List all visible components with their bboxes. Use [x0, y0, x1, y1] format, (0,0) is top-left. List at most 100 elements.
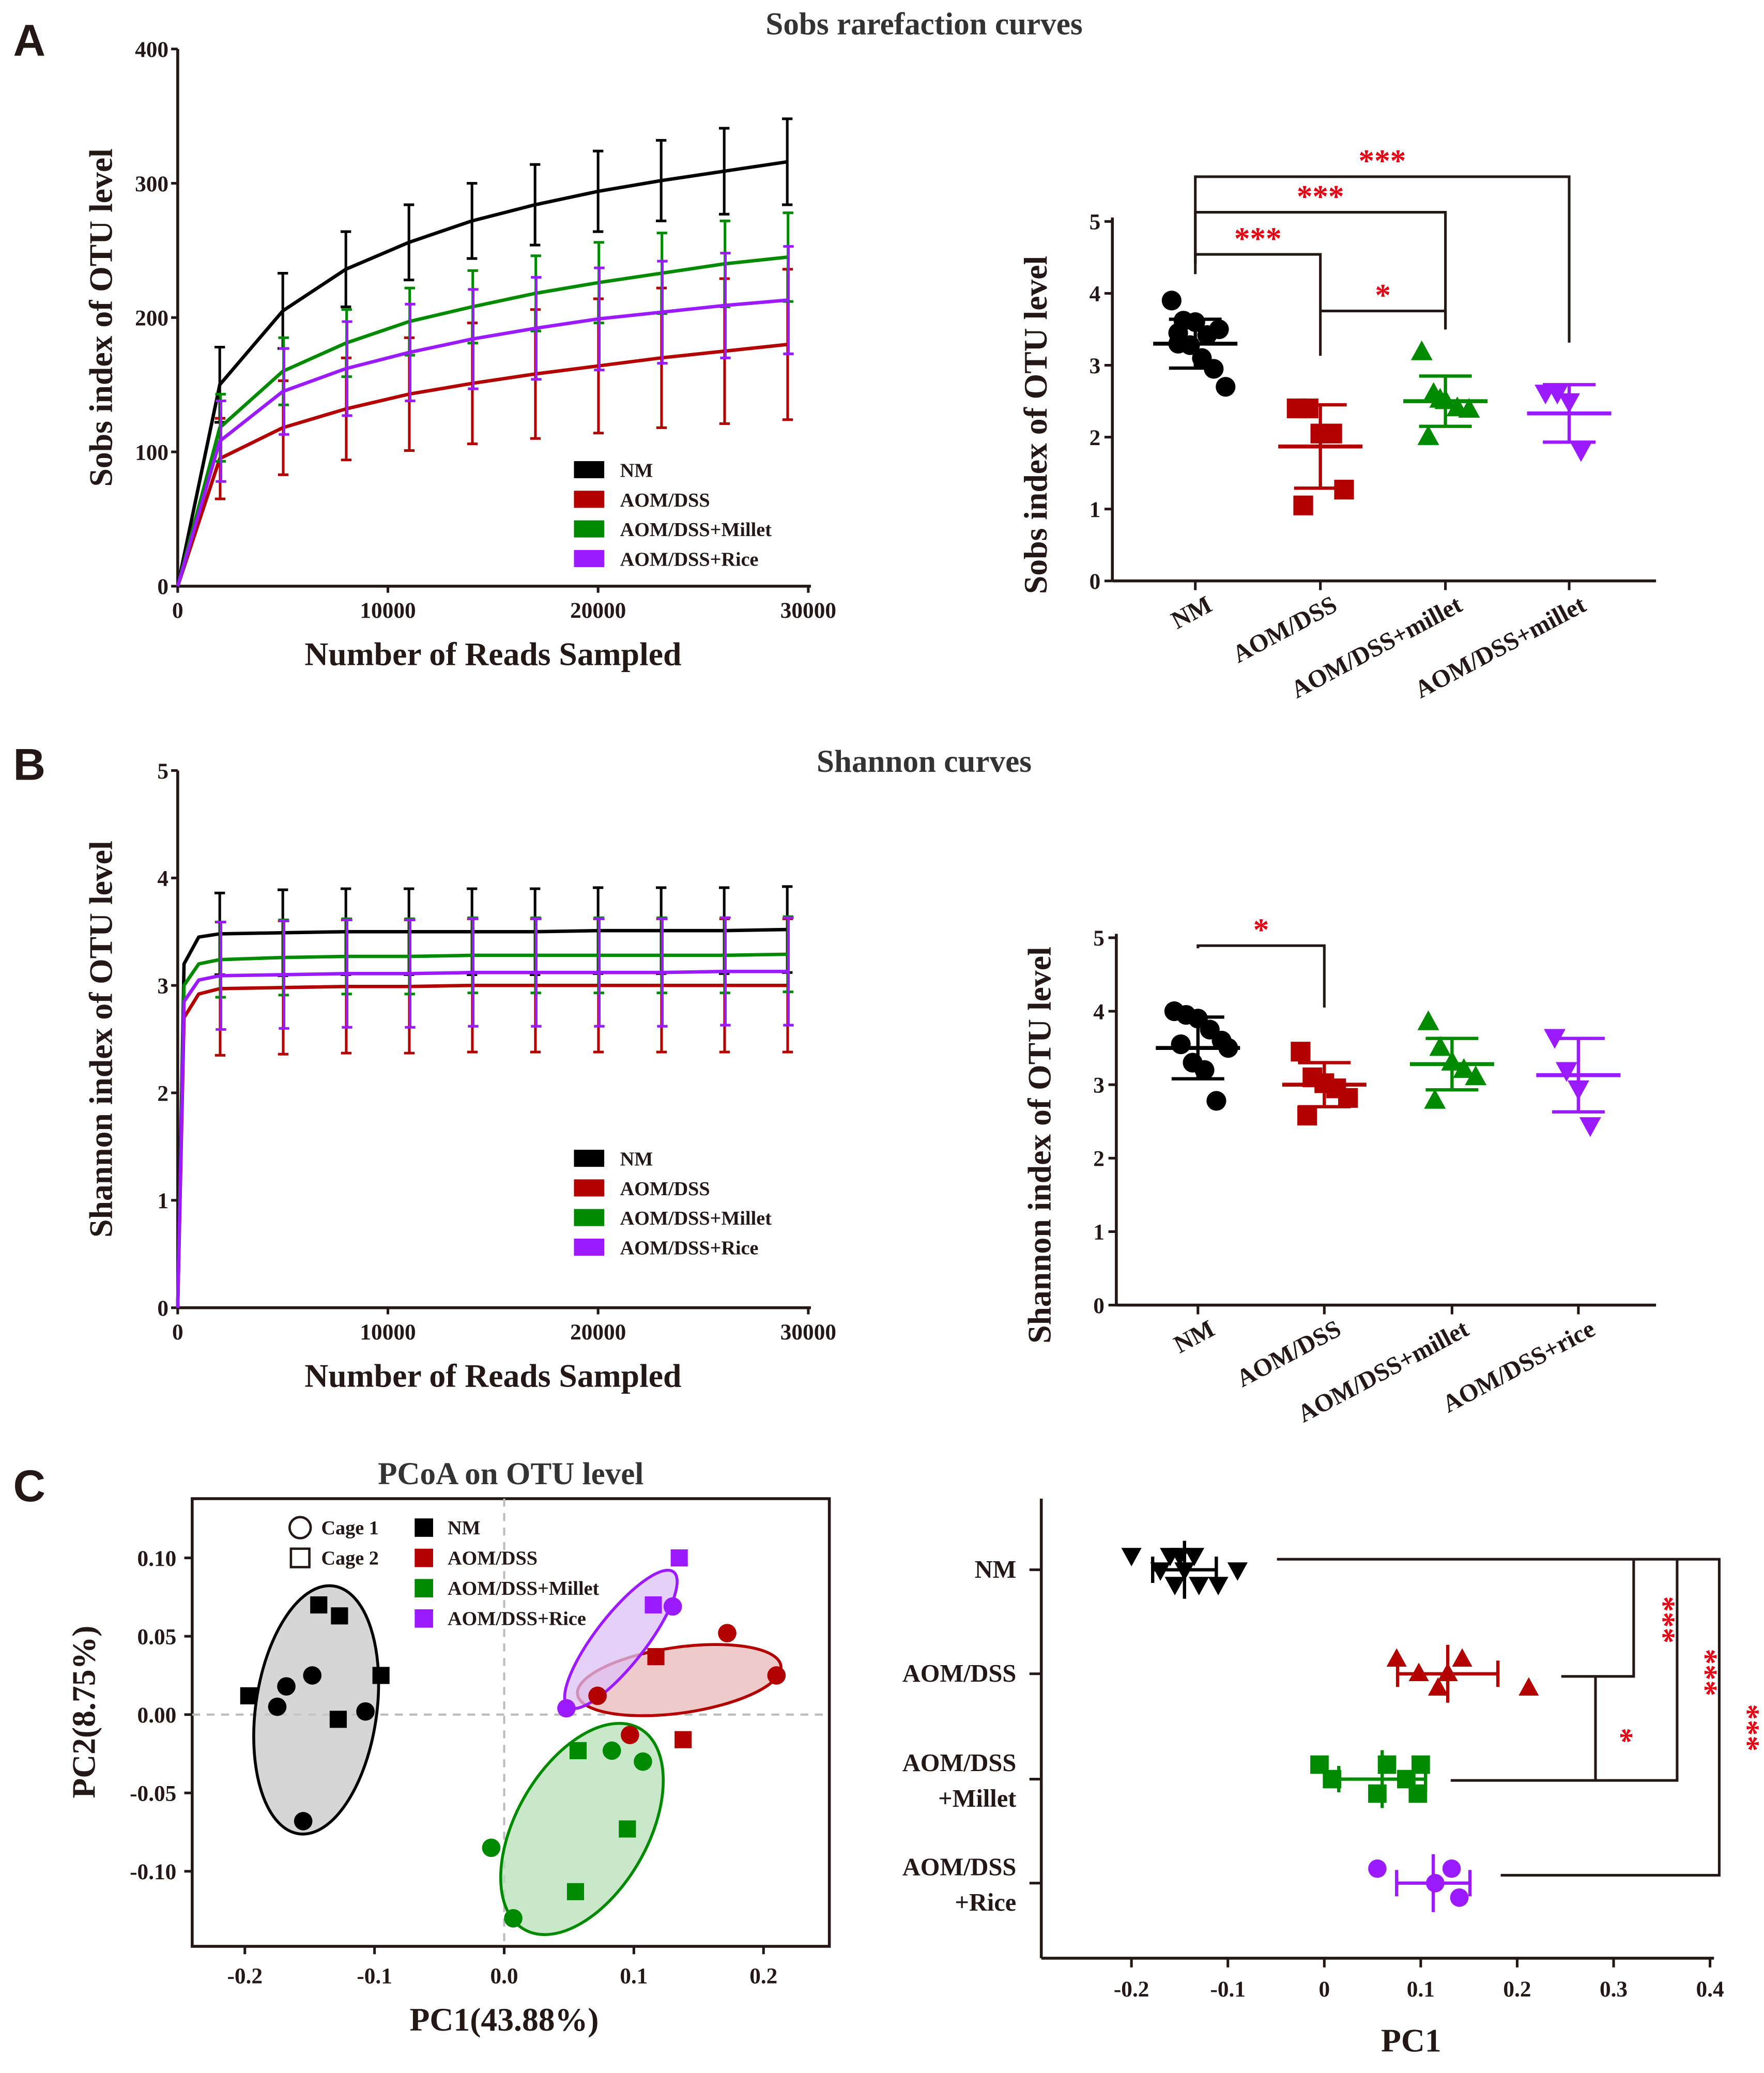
data-point — [1546, 385, 1569, 405]
y-tick-label: 0 — [1093, 1293, 1105, 1318]
data-point — [1453, 1058, 1475, 1078]
data-point — [1408, 1663, 1429, 1682]
data-point-cage1 — [303, 1666, 322, 1685]
legend-label: AOM/DSS+Rice — [448, 1608, 586, 1630]
legend-label-cage1: Cage 1 — [321, 1517, 378, 1539]
y-tick-label: -0.10 — [130, 1859, 176, 1884]
data-point — [1121, 1548, 1142, 1566]
y-tick-label: 200 — [135, 306, 168, 331]
y-tick-label: 2 — [157, 1081, 168, 1106]
y-tick-label: 5 — [157, 759, 168, 784]
y-tick-label: 3 — [1093, 1073, 1105, 1098]
x-axis-label: Number of Reads Sampled — [304, 636, 681, 673]
x-tick-label: NM — [1170, 1315, 1219, 1359]
data-point-cage2 — [674, 1731, 692, 1748]
data-point-cage1 — [602, 1741, 621, 1760]
x-tick-label: 0.1 — [1407, 1977, 1435, 2002]
significance-bracket — [1320, 310, 1447, 330]
data-point — [1424, 1089, 1446, 1109]
x-tick-label: 0 — [172, 1320, 183, 1345]
data-point — [1417, 425, 1439, 445]
x-tick-label: 30000 — [780, 598, 836, 623]
data-point — [1206, 1091, 1226, 1111]
legend-label: NM — [620, 1149, 653, 1170]
legend-swatch — [415, 1609, 433, 1628]
data-point — [1298, 398, 1318, 419]
significance-label: *** — [1730, 1704, 1764, 1751]
data-point — [1450, 1888, 1469, 1907]
y-tick-label: 0 — [157, 1296, 168, 1321]
legend-cage2-icon — [289, 1547, 311, 1568]
data-point — [1293, 495, 1313, 515]
x-tick-label: -0.2 — [1114, 1977, 1149, 2002]
significance-label: *** — [1297, 179, 1344, 214]
legend-swatch — [415, 1579, 433, 1598]
legend-swatch — [574, 550, 605, 567]
significance-label: * — [1375, 278, 1391, 313]
data-point — [1150, 1562, 1171, 1581]
x-tick-label: 20000 — [570, 598, 626, 623]
y-tick-label: 0 — [1090, 569, 1101, 594]
x-tick-label: 0.2 — [749, 1963, 777, 1988]
legend-label: AOM/DSS — [620, 1178, 710, 1200]
x-tick-label: AOM/DSS — [1228, 591, 1341, 668]
x-tick-label: 0.3 — [1600, 1977, 1628, 2002]
panel-label-c: C — [13, 1461, 45, 1511]
data-point-cage2 — [645, 1596, 662, 1614]
data-point — [1189, 1577, 1209, 1595]
legend-label: NM — [448, 1517, 481, 1539]
series-line — [176, 298, 788, 587]
significance-bracket — [1450, 1559, 1679, 1782]
legend-swatch — [574, 1150, 605, 1167]
panel-label-a: A — [13, 16, 45, 65]
x-tick-label: -0.1 — [1210, 1977, 1246, 2002]
legend-label: AOM/DSS+Millet — [448, 1578, 600, 1599]
legend-label: AOM/DSS+Rice — [620, 548, 759, 570]
data-point-cage2 — [310, 1596, 328, 1614]
y-tick-label: 100 — [135, 440, 168, 465]
data-point — [1338, 1088, 1358, 1108]
y-tick-label: 5 — [1090, 210, 1101, 235]
data-point — [1184, 1548, 1205, 1566]
y-tick-label: AOM/DSS — [902, 1749, 1016, 1777]
significance-bracket — [1277, 1558, 1721, 1877]
data-point — [1168, 323, 1188, 343]
y-tick-label: 1 — [1090, 497, 1101, 522]
data-point-cage1 — [294, 1811, 313, 1831]
y-tick-label: 0 — [157, 574, 168, 599]
significance-label: *** — [1234, 222, 1282, 256]
x-tick-label: 0 — [172, 598, 183, 623]
legend-swatch — [574, 1209, 605, 1226]
legend-label: AOM/DSS+Rice — [620, 1238, 759, 1259]
data-point — [1570, 442, 1592, 462]
y-axis-label: Shannon index of OTU level — [1021, 947, 1058, 1344]
data-point — [1465, 1065, 1487, 1086]
legend-label: AOM/DSS — [448, 1547, 538, 1569]
data-point-cage2 — [372, 1667, 390, 1684]
data-point-cage1 — [356, 1702, 375, 1721]
legend-swatch — [574, 491, 605, 508]
x-tick-label: NM — [1167, 591, 1216, 635]
y-tick-label: 1 — [1093, 1220, 1105, 1245]
group-ellipse — [499, 1721, 665, 1937]
data-point — [1442, 1859, 1461, 1878]
x-tick-label: AOM/DSS — [1232, 1315, 1345, 1393]
x-tick-label: 10000 — [360, 598, 416, 623]
y-tick-label: 300 — [135, 172, 168, 196]
chart-title-sobs: Sobs rarefaction curves — [765, 7, 1082, 42]
legend-swatch — [415, 1518, 433, 1537]
significance-bracket — [1561, 1559, 1635, 1678]
data-point — [1386, 1648, 1407, 1667]
y-tick-label: 1 — [157, 1188, 168, 1213]
data-point — [1208, 1577, 1229, 1595]
y-tick-label: AOM/DSS — [902, 1660, 1016, 1687]
y-tick-label: 4 — [1093, 999, 1105, 1024]
data-point-cage2 — [647, 1648, 665, 1666]
legend-label: AOM/DSS — [620, 490, 710, 511]
x-tick-label: 0 — [1318, 1977, 1330, 2002]
data-point-cage1 — [718, 1624, 737, 1642]
x-tick-label: 0.1 — [620, 1963, 648, 1988]
data-point — [1429, 1036, 1451, 1056]
significance-label: * — [1253, 913, 1269, 948]
y-tick-label: 3 — [1090, 354, 1101, 378]
